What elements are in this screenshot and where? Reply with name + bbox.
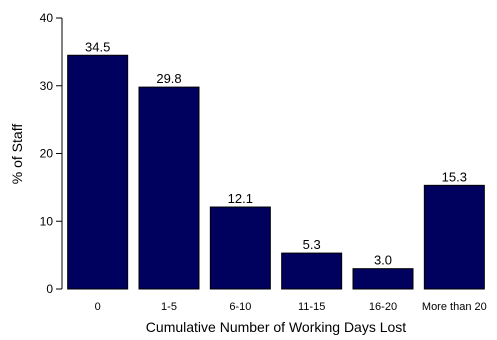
bar-4: [352, 268, 414, 290]
bar-1: [138, 86, 200, 290]
y-tick-label-4: 40: [40, 11, 54, 25]
y-tick-label-2: 20: [40, 147, 54, 161]
data-label-5: 15.3: [442, 169, 467, 184]
y-ticks-group: 0 10 20 30 40: [40, 11, 62, 296]
bar-5: [423, 184, 485, 290]
data-label-2: 12.1: [228, 191, 253, 206]
x-tick-labels-group: 0 1-5 6-10 11-15 16-20 More than 20: [95, 301, 487, 313]
data-label-0: 34.5: [85, 39, 110, 54]
x-axis-title: Cumulative Number of Working Days Lost: [146, 319, 407, 335]
y-tick-label-1: 10: [40, 214, 54, 228]
bar-2: [209, 206, 271, 290]
y-tick-label-0: 0: [46, 282, 53, 296]
x-tick-label-4: 16-20: [369, 301, 397, 313]
x-tick-label-1: 1-5: [161, 301, 177, 313]
x-tick-label-2: 6-10: [229, 301, 251, 313]
data-labels-group: 34.5 29.8 12.1 5.3 3.0 15.3: [85, 39, 467, 267]
x-tick-label-0: 0: [95, 301, 101, 313]
data-label-3: 5.3: [303, 237, 321, 252]
x-tick-label-5: More than 20: [422, 301, 487, 313]
data-label-1: 29.8: [156, 71, 181, 86]
y-axis-title: % of Staff: [9, 124, 25, 185]
bar-3: [281, 252, 343, 290]
bar-0: [67, 54, 129, 290]
x-tick-label-3: 11-15: [298, 301, 325, 313]
y-tick-label-3: 30: [40, 79, 54, 93]
bars-group: [67, 54, 485, 290]
data-label-4: 3.0: [374, 253, 392, 268]
